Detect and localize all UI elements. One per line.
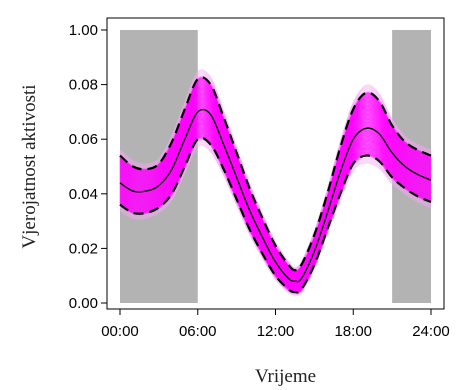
x-tick-label: 18:00 (334, 323, 372, 340)
y-tick-label: 0.00 (69, 295, 98, 312)
band-trace (119, 143, 432, 296)
y-tick-label: 1.00 (69, 22, 98, 39)
interval-line-2 (119, 136, 432, 294)
axes: 0.00 0.02 0.04 0.06 0.08 1.00 00:00 06:00 12:00 1… (69, 17, 450, 340)
mean-line-0 (119, 108, 432, 283)
x-tick-label: 06:00 (179, 323, 217, 340)
y-tick-label: 0.08 (69, 77, 98, 94)
band-trace (119, 141, 432, 295)
interval-line-1 (119, 76, 432, 272)
y-tick-label: 0.06 (69, 131, 98, 148)
band-trace (119, 72, 432, 270)
y-axis-title: Vjerojatnost aktivosti (19, 84, 40, 248)
x-axis-title: Vrijeme (255, 366, 316, 387)
x-tick-label: 24:00 (412, 323, 450, 340)
band-trace (119, 69, 432, 269)
y-tick-label: 0.04 (69, 186, 98, 203)
band-trace (119, 70, 432, 269)
series-lines (119, 76, 432, 294)
y-tick-label: 0.02 (69, 240, 98, 257)
x-tick-label: 12:00 (257, 323, 295, 340)
band-trace (119, 140, 432, 295)
x-tick-label: 00:00 (101, 323, 139, 340)
band-trace (119, 144, 432, 296)
